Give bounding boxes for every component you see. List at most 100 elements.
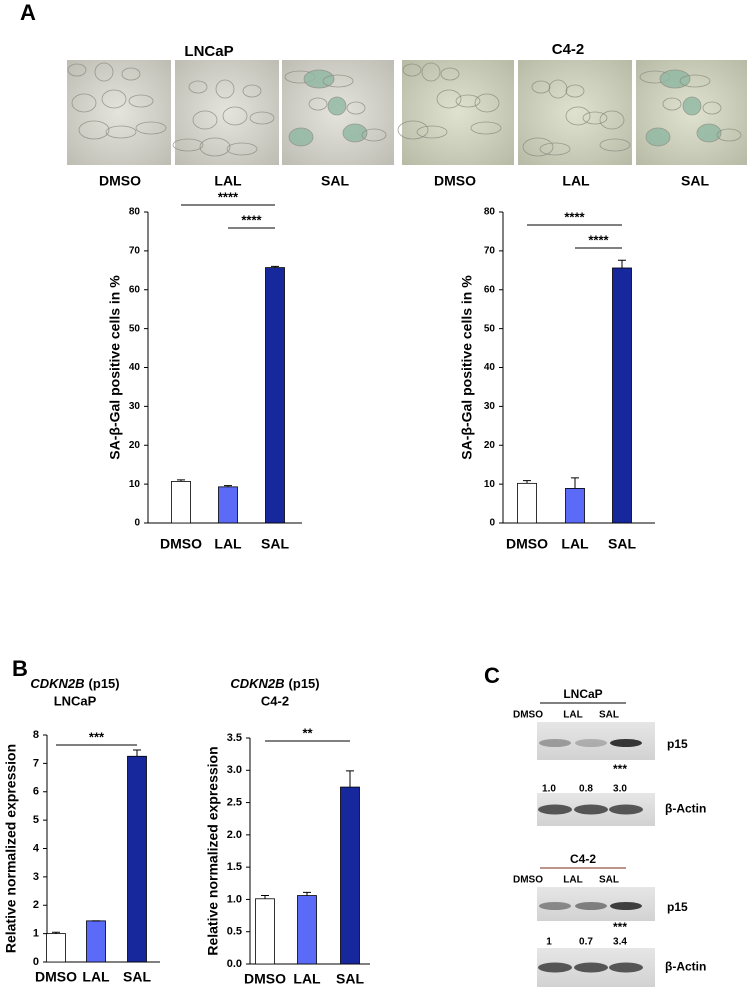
y-tick-label: 50 <box>129 323 141 334</box>
cell <box>436 89 462 109</box>
cell <box>548 79 568 99</box>
y-tick-label: 6 <box>33 786 39 798</box>
cell <box>402 63 422 77</box>
cell <box>696 123 722 143</box>
y-tick-label: 30 <box>129 401 141 412</box>
x-tick-label: DMSO <box>506 536 548 552</box>
cell <box>702 101 722 115</box>
blot-significance: *** <box>613 920 627 934</box>
blot-band <box>539 739 571 747</box>
error-bar <box>224 485 232 487</box>
micrograph-title: LNCaP <box>184 43 233 60</box>
cell <box>71 93 97 113</box>
image-label: SAL <box>681 173 709 189</box>
cell <box>327 96 347 116</box>
lane-label: DMSO <box>513 875 543 886</box>
lane-label: DMSO <box>513 710 543 721</box>
significance-label: **** <box>218 189 239 204</box>
y-tick-label: 20 <box>129 440 141 451</box>
x-tick-label: DMSO <box>35 969 77 985</box>
y-tick-label: 40 <box>129 362 141 373</box>
y-tick-label: 80 <box>484 207 496 218</box>
y-tick-label: 2.5 <box>227 796 242 808</box>
chart-title-rest: (p15) <box>289 676 320 691</box>
panel-label: C <box>484 663 500 688</box>
y-tick-label: 60 <box>484 284 496 295</box>
y-tick-label: 1.0 <box>227 893 242 905</box>
cell <box>303 69 335 89</box>
quantification: 0.7 <box>579 937 593 948</box>
cell <box>599 110 625 130</box>
x-tick-label: SAL <box>608 536 636 552</box>
blot-band <box>574 804 608 815</box>
x-tick-label: LAL <box>293 971 321 987</box>
blot-band <box>538 962 572 973</box>
cell <box>322 74 354 88</box>
error-bar <box>261 895 269 899</box>
cell <box>135 121 167 135</box>
cell <box>565 106 591 126</box>
image-label: DMSO <box>99 173 141 189</box>
x-tick-label: LAL <box>214 536 242 552</box>
y-tick-label: 50 <box>484 323 496 334</box>
cell <box>474 93 500 113</box>
cell <box>662 97 682 111</box>
blot-band <box>610 902 642 910</box>
panel-label: A <box>20 0 36 25</box>
cell <box>582 111 608 125</box>
error-bar <box>52 931 60 934</box>
cell <box>659 69 691 89</box>
y-tick-label: 3 <box>33 871 39 883</box>
lane-label: SAL <box>599 875 619 886</box>
micrograph <box>67 60 171 165</box>
blot-title: C4-2 <box>570 852 596 866</box>
y-tick-label: 0.0 <box>227 958 242 970</box>
cell <box>531 80 551 94</box>
bar <box>255 898 275 965</box>
error-bar <box>303 891 311 896</box>
significance-label: ** <box>302 725 313 740</box>
micrograph-title: C4-2 <box>552 41 585 58</box>
significance-label: **** <box>241 212 262 227</box>
error-bar <box>571 477 579 489</box>
bar <box>612 267 632 524</box>
cell <box>288 127 314 147</box>
cell <box>121 67 141 81</box>
image-label: DMSO <box>434 173 476 189</box>
blot-band <box>609 804 643 815</box>
error-bar <box>523 480 531 484</box>
bar <box>46 933 66 963</box>
x-tick-label: SAL <box>123 969 151 985</box>
gene-name: CDKN2B <box>30 676 84 691</box>
cell <box>67 63 87 77</box>
blot-band <box>609 962 643 973</box>
y-tick-label: 30 <box>484 401 496 412</box>
cell <box>440 67 460 81</box>
significance-label: **** <box>588 232 609 247</box>
cell <box>645 127 671 147</box>
blot-target: p15 <box>667 737 688 751</box>
y-tick-label: 40 <box>484 362 496 373</box>
cell <box>361 128 387 142</box>
bar <box>565 488 585 524</box>
error-bar <box>346 770 354 788</box>
y-tick-label: 60 <box>129 284 141 295</box>
y-tick-label: 1.5 <box>227 861 242 873</box>
y-tick-label: 4 <box>33 842 40 854</box>
cell <box>105 125 137 139</box>
cell <box>199 137 231 157</box>
cell <box>716 128 742 142</box>
cell <box>242 84 262 98</box>
y-tick-label: 0 <box>134 518 140 529</box>
cell <box>397 120 429 140</box>
micrograph <box>518 60 632 165</box>
y-tick-label: 70 <box>129 246 141 257</box>
y-axis-label: Relative normalized expression <box>3 744 19 953</box>
y-tick-label: 3.0 <box>227 764 242 776</box>
y-tick-label: 3.5 <box>227 732 242 744</box>
y-tick-label: 2 <box>33 899 39 911</box>
cell <box>565 84 585 98</box>
cell <box>101 89 127 109</box>
y-tick-label: 20 <box>484 440 496 451</box>
